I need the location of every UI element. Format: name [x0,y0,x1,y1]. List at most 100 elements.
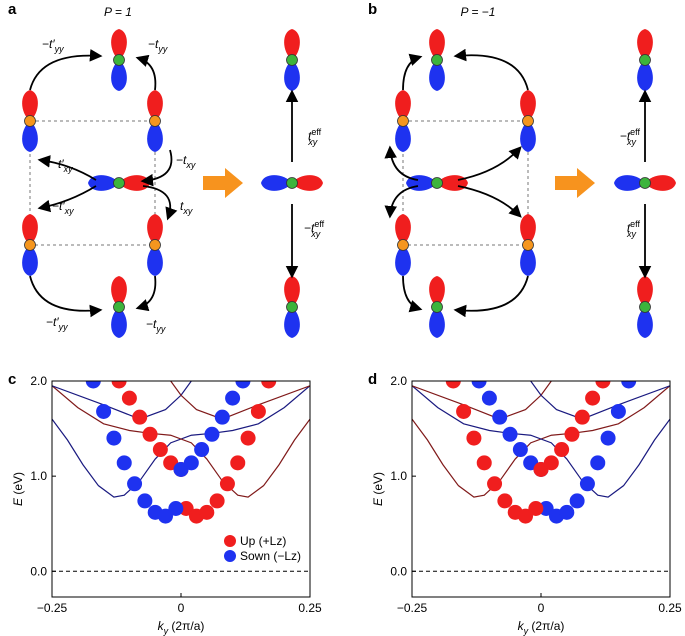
y-tick-label: 2.0 [30,374,47,388]
orbital-lobe [520,121,536,152]
x-label-var: k [518,619,525,633]
orbital-lobe [22,245,38,276]
band-point [219,476,235,492]
orbital-lobe [637,276,653,307]
y-tick-label: 2.0 [390,374,407,388]
hopping-label: −t′yy [46,315,68,332]
y-axis-label: E (eV) [11,472,25,506]
hopping-arrow [37,185,97,213]
legend-marker [224,535,236,547]
panel-label: d [368,371,377,388]
atom [286,301,298,313]
orbital-lobe [637,60,653,91]
band-point [194,442,210,458]
hopping-label: −tyy [148,37,168,54]
orbital-lobe [147,121,163,152]
band-point [543,455,559,471]
band-point [204,426,220,442]
x-tick-label: −0.25 [37,601,68,615]
label-sup: eff [314,219,324,229]
band-point [456,403,472,419]
label-sub: yy [155,324,166,334]
orbital-lobe [395,214,411,245]
panel-label: c [8,371,16,388]
legend-label: Sown (−Lz) [240,549,301,563]
x-label-unit: (2π/a) [168,619,204,633]
hopping-label: teff xy [307,127,321,147]
y-label-unit: (eV) [371,472,385,498]
label-sub: xy [185,160,196,170]
band-point [121,390,137,406]
y-label-var: E [371,497,385,506]
orbital-lobe [645,175,676,191]
label-main: t [308,129,312,143]
atom [24,115,36,127]
label-main: −t [620,129,631,143]
label-main: −t [148,37,159,51]
x-tick-label: 0.25 [298,601,322,615]
hopping-arrow [457,185,522,218]
band-point [152,442,168,458]
label-main: t′ [58,157,64,171]
band-point [610,403,626,419]
label-main: t [627,221,631,235]
orbital-lobe [637,307,653,338]
label-sub: yy [58,322,69,332]
orbital-lobe [22,90,38,121]
orbital-lobe [429,307,445,338]
orbital-lobe [22,121,38,152]
orbital-lobe [520,245,536,276]
x-axis-label: ky (2π/a) [518,619,565,636]
band-point [518,508,534,524]
orbital-lobe [111,276,127,307]
band-line [412,385,670,498]
band-point [590,455,606,471]
orbital-lobe [111,60,127,91]
label-main: −t [176,153,187,167]
band-point [621,381,637,389]
band-point [512,442,528,458]
band-point [466,430,482,446]
x-axis-label: ky (2π/a) [158,619,205,636]
band-point [209,493,225,509]
hopping-arrow [37,155,97,181]
orbital-lobe [395,90,411,121]
band-point [199,504,215,520]
atom [286,177,298,189]
band-point [445,381,461,389]
band-point [168,501,184,517]
band-line [52,381,192,420]
band-point [538,501,554,517]
atom [286,54,298,66]
band-point [116,455,132,471]
band-point [261,381,277,389]
band-point [471,381,487,389]
band-point [137,493,153,509]
orbital-lobe [614,175,645,191]
label-main: −t′ [46,315,59,329]
orbital-lobe [429,29,445,60]
orbital-lobe [111,307,127,338]
atom [431,177,443,189]
y-tick-label: 1.0 [30,469,47,483]
band-point [528,501,544,517]
band-point [142,426,158,442]
x-label-sub: y [163,626,169,636]
y-axis-label: E (eV) [371,472,385,506]
band-point [600,430,616,446]
band-point [569,493,585,509]
hopping-arrow [453,48,529,91]
x-tick-label: 0.25 [658,601,682,615]
band-point [502,426,518,442]
atom [397,115,409,127]
atom [149,115,161,127]
band-line [52,385,310,498]
x-tick-label: −0.25 [397,601,428,615]
label-sub: xy [307,137,318,147]
band-point [230,455,246,471]
band-point [250,403,266,419]
x-label-sub: y [523,626,529,636]
orbital-lobe [284,29,300,60]
band-point [579,476,595,492]
